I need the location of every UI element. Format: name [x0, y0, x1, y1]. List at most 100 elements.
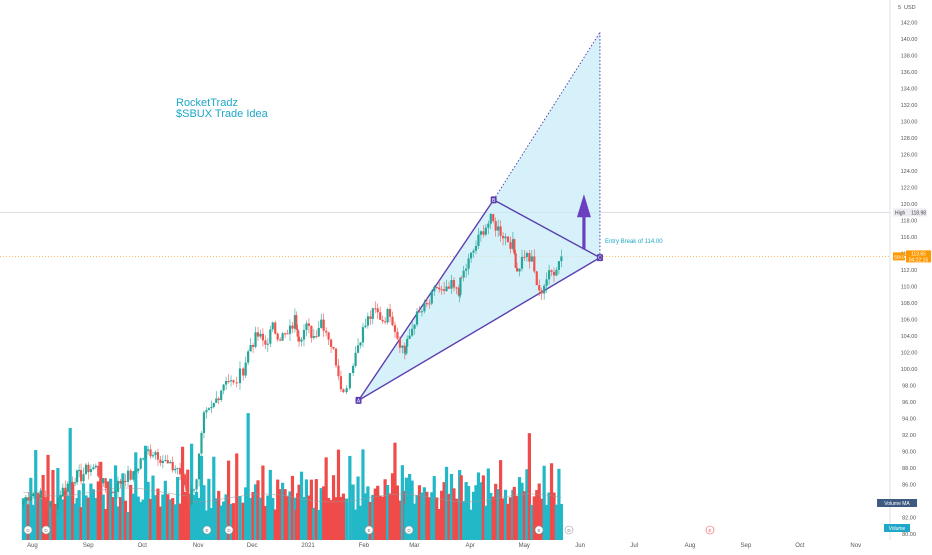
volume-bar — [376, 485, 380, 540]
volume-bar — [417, 485, 422, 540]
volume-bar — [554, 504, 559, 540]
candle-body — [533, 256, 536, 272]
volume-bar — [258, 497, 263, 540]
volume-bar — [197, 497, 201, 540]
triangle-pattern[interactable]: A B C — [355, 32, 603, 404]
volume-bar — [43, 498, 48, 540]
event-marker[interactable] — [364, 525, 374, 535]
y-tick-label: 124.00 — [901, 169, 918, 175]
volume-bar — [302, 497, 306, 540]
candle-body — [433, 286, 436, 292]
event-marker[interactable] — [202, 525, 212, 535]
x-tick-label: Aug — [685, 543, 696, 549]
candle-body — [92, 467, 95, 470]
event-marker[interactable] — [404, 525, 414, 535]
volume-bar — [148, 498, 153, 540]
volume-bar — [106, 481, 110, 540]
volume-bar — [517, 477, 522, 540]
high-badge-value: 118.98 — [911, 210, 926, 216]
volume-bar — [158, 506, 163, 540]
event-marker[interactable] — [224, 525, 234, 535]
candle-body — [186, 490, 189, 499]
candle-body — [462, 270, 465, 278]
candle-body — [374, 308, 377, 310]
candle-body — [408, 335, 411, 339]
pattern-point-label: C — [598, 256, 602, 262]
candle-body — [34, 492, 37, 494]
candle-body — [334, 348, 338, 366]
volume-bar — [405, 490, 409, 540]
candle-body — [547, 270, 551, 280]
volume-bar — [545, 504, 549, 540]
event-marker[interactable] — [534, 525, 544, 535]
candle-body — [271, 322, 274, 330]
candle-body — [535, 271, 538, 286]
pattern-point-marker[interactable] — [355, 396, 362, 404]
upper-trendline[interactable] — [357, 199, 495, 401]
candle-body — [74, 482, 77, 484]
candle-body — [520, 256, 524, 269]
x-tick-label: 2021 — [301, 543, 315, 549]
volume-bar — [361, 449, 365, 540]
candle-body — [27, 497, 30, 501]
volume-bar — [494, 483, 498, 540]
candle-body — [232, 380, 235, 383]
candle-body — [54, 507, 57, 510]
candle-body — [440, 289, 443, 291]
event-marker[interactable] — [564, 525, 574, 535]
candle-body — [111, 492, 115, 494]
candle-body — [469, 252, 473, 259]
volume-bar — [61, 499, 65, 540]
volume-bar — [442, 482, 446, 540]
candle-body — [474, 245, 478, 251]
resistance-trendline[interactable] — [493, 199, 601, 259]
volume-bar — [63, 490, 67, 540]
x-tick-label: Jun — [575, 543, 585, 549]
dividend-mark: D — [44, 528, 48, 533]
volume-bar — [535, 490, 539, 540]
x-tick-label: Feb — [359, 543, 370, 549]
candle-body — [348, 373, 351, 389]
candle-body — [279, 339, 282, 341]
y-tick-label: 100.00 — [901, 367, 918, 373]
candle-body — [525, 253, 529, 258]
candle-body — [84, 464, 88, 475]
candle-body — [79, 470, 83, 482]
volume-bar — [161, 494, 165, 540]
pattern-point-marker[interactable] — [596, 254, 603, 262]
candle-body — [460, 277, 463, 279]
candle-body — [499, 226, 502, 236]
candle-body — [259, 333, 262, 337]
y-tick-label: 122.00 — [901, 186, 918, 192]
candle-body — [312, 336, 315, 338]
candle-body — [59, 496, 62, 499]
event-marker[interactable] — [705, 525, 715, 535]
candle-body — [366, 316, 369, 326]
volume-bar — [503, 489, 508, 540]
candle-body — [406, 338, 409, 347]
volume-bar — [474, 485, 478, 540]
pattern-point-marker[interactable] — [490, 196, 497, 204]
candle-body — [381, 319, 384, 322]
candle-body — [457, 287, 460, 296]
candle-body — [286, 333, 289, 335]
pattern-point-label: A — [357, 398, 361, 404]
candle-body — [200, 433, 203, 454]
candle-body — [251, 345, 255, 347]
y-tick-label: 80.00 — [902, 532, 916, 538]
event-marker[interactable] — [23, 525, 33, 535]
candle-body — [317, 327, 320, 337]
dividend-mark: D — [407, 528, 411, 533]
candle-body — [126, 470, 130, 482]
event-marker[interactable] — [41, 525, 51, 535]
candle-body — [415, 311, 419, 325]
last-price-badge[interactable] — [906, 250, 931, 263]
volume-bar — [307, 495, 311, 540]
volume-bar — [273, 509, 277, 540]
pattern-point-label: B — [492, 198, 496, 204]
candle-body — [518, 268, 521, 272]
support-trendline[interactable] — [358, 257, 601, 401]
candle-body — [295, 315, 298, 330]
candle-body — [465, 268, 468, 271]
